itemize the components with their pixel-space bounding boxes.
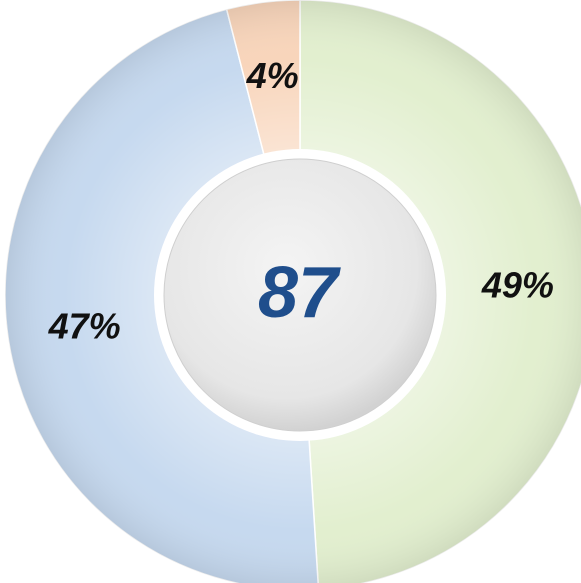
value-label: 4% [246, 55, 299, 96]
value-label: 49% [481, 265, 554, 306]
value-label: 47% [48, 306, 121, 347]
center-value: 87 [258, 253, 341, 333]
hole [163, 158, 437, 432]
